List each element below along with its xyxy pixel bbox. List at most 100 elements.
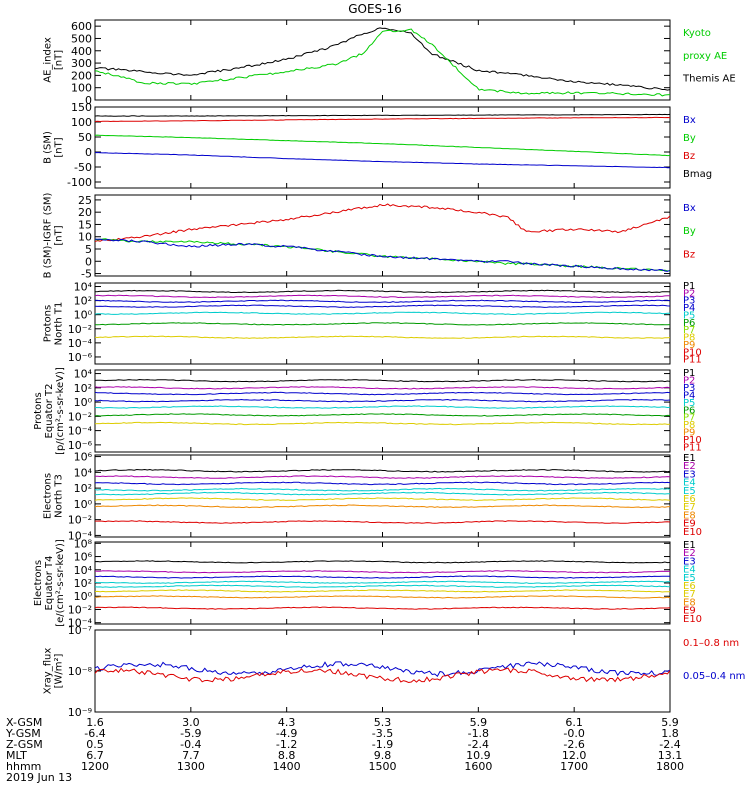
series-line xyxy=(95,238,670,272)
y-tick-label: 10⁻² xyxy=(68,603,92,616)
y-axis-label: Equator T4 xyxy=(44,556,55,611)
series-line xyxy=(95,28,670,97)
series-group xyxy=(95,289,670,339)
legend-entry: Bx xyxy=(683,203,696,214)
y-axis-label: [e/(cm²-s-sr-keV)] xyxy=(55,539,66,627)
legend-entry: E2 xyxy=(683,461,696,472)
ephemeris-value: 5.9 xyxy=(661,716,679,729)
legend-entry: proxy AE xyxy=(683,51,727,62)
ephemeris-row-label: MLT xyxy=(6,749,27,762)
ephemeris-value: -1.2 xyxy=(276,738,297,751)
y-axis-label: [nT] xyxy=(54,225,65,245)
ephemeris-value: -1.8 xyxy=(468,727,489,740)
series-line xyxy=(95,575,670,579)
ephemeris-row-label: Y-GSM xyxy=(5,727,41,740)
ephemeris-value: -2.6 xyxy=(563,738,584,751)
legend-entry: P3 xyxy=(683,383,695,394)
series-line xyxy=(95,386,670,390)
panel-frame xyxy=(94,194,671,277)
ephemeris-value: 9.8 xyxy=(374,749,392,762)
y-tick-label: 10⁻⁶ xyxy=(68,439,93,452)
y-axis-label: [nT] xyxy=(54,137,65,157)
series-group xyxy=(95,203,670,272)
series-line xyxy=(95,584,670,588)
y-tick-label: 10⁻⁶ xyxy=(68,351,93,364)
y-tick-label: 300 xyxy=(71,57,92,70)
y-tick-label: 10⁴ xyxy=(74,466,93,479)
series-line xyxy=(95,299,670,304)
ephemeris-value: 1200 xyxy=(81,760,109,773)
y-tick-label: 5 xyxy=(85,243,92,256)
ephemeris-value: 1.8 xyxy=(661,727,679,740)
legend-entry: P10 xyxy=(683,347,702,358)
ephemeris-value: 5.3 xyxy=(374,716,392,729)
legend-entry: E9 xyxy=(683,606,696,617)
legend-entry: By xyxy=(683,226,696,237)
y-axis-label: AE_index xyxy=(43,37,54,83)
y-tick-label: 10⁴ xyxy=(74,281,93,294)
legend-entry: E8 xyxy=(683,510,696,521)
ephemeris-value: 10.9 xyxy=(466,749,491,762)
y-tick-label: 10⁰ xyxy=(74,498,93,511)
legend-entry: E7 xyxy=(683,589,696,600)
legend-entry: P7 xyxy=(683,413,695,424)
ephemeris-value: -6.4 xyxy=(84,727,105,740)
panel-8: 10⁻⁹ 10⁻⁸ 10⁻⁷ Xray_flux [W/m²] 0.1–0.8 nm 0.0… xyxy=(43,624,746,719)
series-group xyxy=(95,27,670,97)
ephemeris-value: 7.7 xyxy=(182,749,200,762)
legend-entry: E5 xyxy=(683,486,696,497)
ephemeris-value: -4.9 xyxy=(276,727,297,740)
panel-2: -100 -50 0 50 100 150 B (SM) [nT] Bx By Bz Bmag xyxy=(43,101,713,189)
y-axis-label: North T1 xyxy=(54,302,65,346)
series-line xyxy=(95,589,670,593)
legend-entry: P4 xyxy=(683,390,695,401)
legend-entry: E3 xyxy=(683,469,696,480)
y-tick-label: 10⁻⁴ xyxy=(68,617,93,630)
y-tick-label: 10⁻⁴ xyxy=(68,337,93,350)
panel-frame xyxy=(94,369,671,453)
series-line xyxy=(95,497,670,502)
legend-entry: P7 xyxy=(683,325,695,336)
y-tick-label: 10² xyxy=(74,382,92,395)
series-line xyxy=(95,491,670,496)
y-tick-label: 10⁶ xyxy=(74,551,93,564)
legend-entry: By xyxy=(683,133,696,144)
y-tick-label: 10⁻⁸ xyxy=(68,665,93,678)
legend-entry: E2 xyxy=(683,548,696,559)
series-line xyxy=(95,468,670,473)
ephemeris-value: -2.4 xyxy=(468,738,489,751)
ephemeris-row-label: X-GSM xyxy=(6,716,42,729)
legend-entry: P11 xyxy=(683,355,702,366)
y-tick-label: 10⁸ xyxy=(74,537,93,550)
y-axis-label: Protons xyxy=(33,392,44,429)
legend-entry: E9 xyxy=(683,519,696,530)
y-axis-label: [p/(cm²-s-sr-keV)] xyxy=(55,367,66,455)
y-tick-label: -100 xyxy=(67,176,92,189)
y-tick-label: 0 xyxy=(85,255,92,268)
ephemeris-value: 1400 xyxy=(273,760,301,773)
legend-entry: P1 xyxy=(683,368,695,379)
y-tick-label: 10⁴ xyxy=(74,368,93,381)
y-tick-label: 0 xyxy=(85,94,92,107)
legend-entry: E5 xyxy=(683,573,696,584)
y-tick-label: 10⁻⁷ xyxy=(68,624,92,637)
series-line xyxy=(95,203,670,242)
series-line xyxy=(95,27,670,91)
ephemeris-row-label: hhmm xyxy=(6,760,41,773)
legend-entry: E1 xyxy=(683,540,696,551)
ephemeris-value: -1.9 xyxy=(372,738,393,751)
series-line xyxy=(95,421,670,426)
series-line xyxy=(95,413,670,417)
series-line xyxy=(95,570,670,574)
legend-entry: E4 xyxy=(683,478,696,489)
ephemeris-value: 5.9 xyxy=(470,716,488,729)
y-tick-label: 10² xyxy=(74,577,92,590)
y-axis-label: Equator T2 xyxy=(44,384,55,439)
ephemeris-value: -0.0 xyxy=(563,727,584,740)
y-tick-label: -5 xyxy=(81,268,92,281)
